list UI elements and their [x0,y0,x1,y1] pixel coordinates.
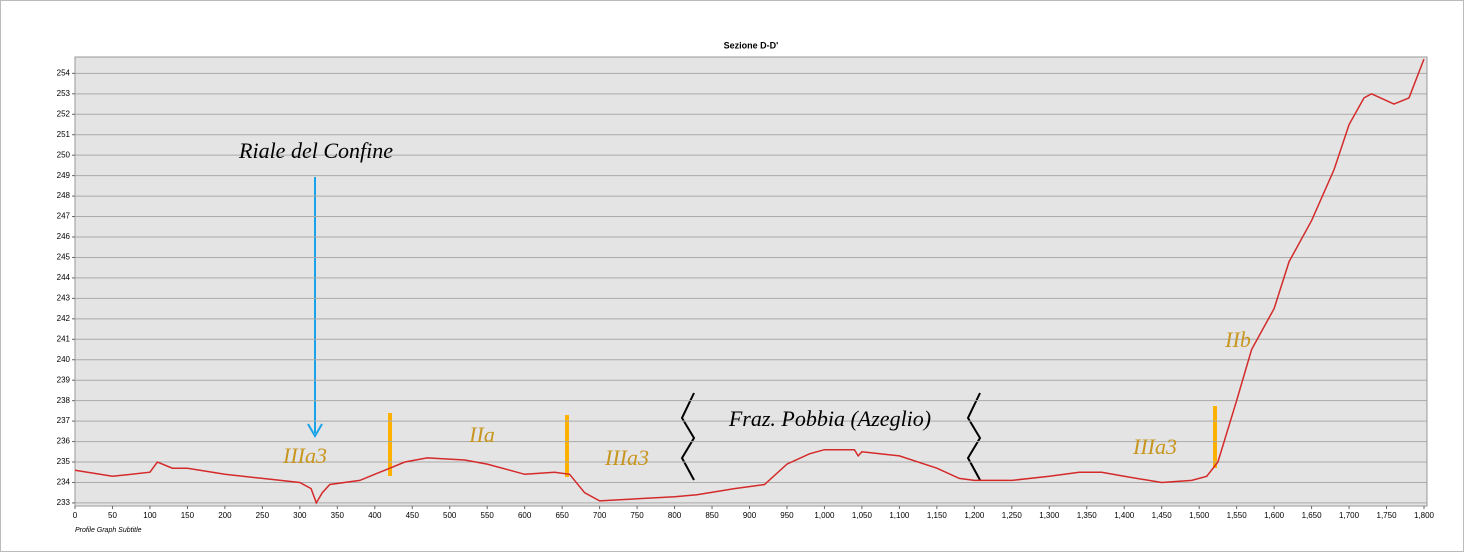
y-tick-label: 252 [57,109,71,118]
y-tick-label: 236 [57,437,71,446]
y-tick-label: 243 [57,293,71,302]
divider [388,413,392,476]
annotation: IIa [468,422,495,447]
annotation: Riale del Confine [238,138,393,163]
divider [565,415,569,477]
x-tick-label: 100 [143,511,157,520]
chart-title: Sezione D-D' [724,40,779,50]
x-tick-label: 50 [108,511,117,520]
y-tick-label: 234 [57,478,71,487]
x-tick-label: 650 [555,511,569,520]
y-tick-label: 239 [57,375,71,384]
x-tick-label: 550 [481,511,495,520]
x-tick-label: 1,050 [852,511,873,520]
y-tick-label: 242 [57,314,71,323]
x-tick-label: 500 [443,511,457,520]
y-tick-label: 248 [57,191,71,200]
subtitle: Profile Graph Subtitle [75,527,142,534]
x-tick-label: 150 [181,511,195,520]
x-tick-label: 250 [256,511,270,520]
x-tick-label: 600 [518,511,532,520]
x-tick-label: 1,800 [1414,511,1435,520]
x-tick-label: 1,750 [1377,511,1398,520]
profile-line [74,58,1425,505]
divider [1213,406,1217,468]
x-tick-label: 750 [630,511,644,520]
y-tick-label: 249 [57,171,71,180]
arrow-head [307,423,323,438]
brace [966,392,982,481]
y-tick-label: 237 [57,416,71,425]
x-tick-label: 950 [780,511,794,520]
y-tick-label: 244 [57,273,71,282]
plot-area [74,56,1428,507]
y-tick-label: 233 [57,498,71,507]
x-tick-label: 1,450 [1152,511,1173,520]
x-tick-label: 300 [293,511,307,520]
y-tick-label: 245 [57,253,71,262]
x-tick-label: 1,000 [814,511,835,520]
x-tick-label: 900 [743,511,757,520]
x-tick-label: 1,650 [1302,511,1323,520]
x-tick-label: 1,600 [1264,511,1285,520]
x-tick-label: 1,550 [1227,511,1248,520]
y-tick-label: 246 [57,232,71,241]
y-tick-label: 254 [57,68,71,77]
x-tick-label: 1,300 [1039,511,1060,520]
decorations [307,177,1217,481]
y-tick-label: 240 [57,355,71,364]
y-tick-label: 238 [57,396,71,405]
y-tick-label: 250 [57,150,71,159]
x-tick-label: 800 [668,511,682,520]
annotation: Fraz. Pobbia (Azeglio) [728,406,931,431]
x-tick-label: 850 [705,511,719,520]
y-tick-label: 241 [57,334,71,343]
x-tick-label: 1,250 [1002,511,1023,520]
x-tick-label: 1,100 [889,511,910,520]
annotation: IIIa3 [282,443,327,468]
y-tick-label: 251 [57,130,71,139]
annotation: IIb [1224,327,1251,352]
x-tick-label: 1,500 [1189,511,1210,520]
y-tick-label: 253 [57,89,71,98]
x-tick-label: 1,700 [1339,511,1360,520]
x-tick-label: 700 [593,511,607,520]
x-tick-label: 1,200 [964,511,985,520]
x-tick-label: 200 [218,511,232,520]
x-tick-label: 1,150 [927,511,948,520]
x-tick-label: 350 [331,511,345,520]
x-tick-label: 1,400 [1114,511,1135,520]
x-tick-label: 450 [406,511,420,520]
x-tick-label: 400 [368,511,382,520]
y-tick-label: 247 [57,212,71,221]
brace [680,392,696,481]
y-tick-label: 235 [57,457,71,466]
annotation: IIIa3 [604,445,649,470]
annotation: IIIa3 [1132,434,1177,459]
x-tick-label: 0 [73,511,78,520]
x-tick-label: 1,350 [1077,511,1098,520]
